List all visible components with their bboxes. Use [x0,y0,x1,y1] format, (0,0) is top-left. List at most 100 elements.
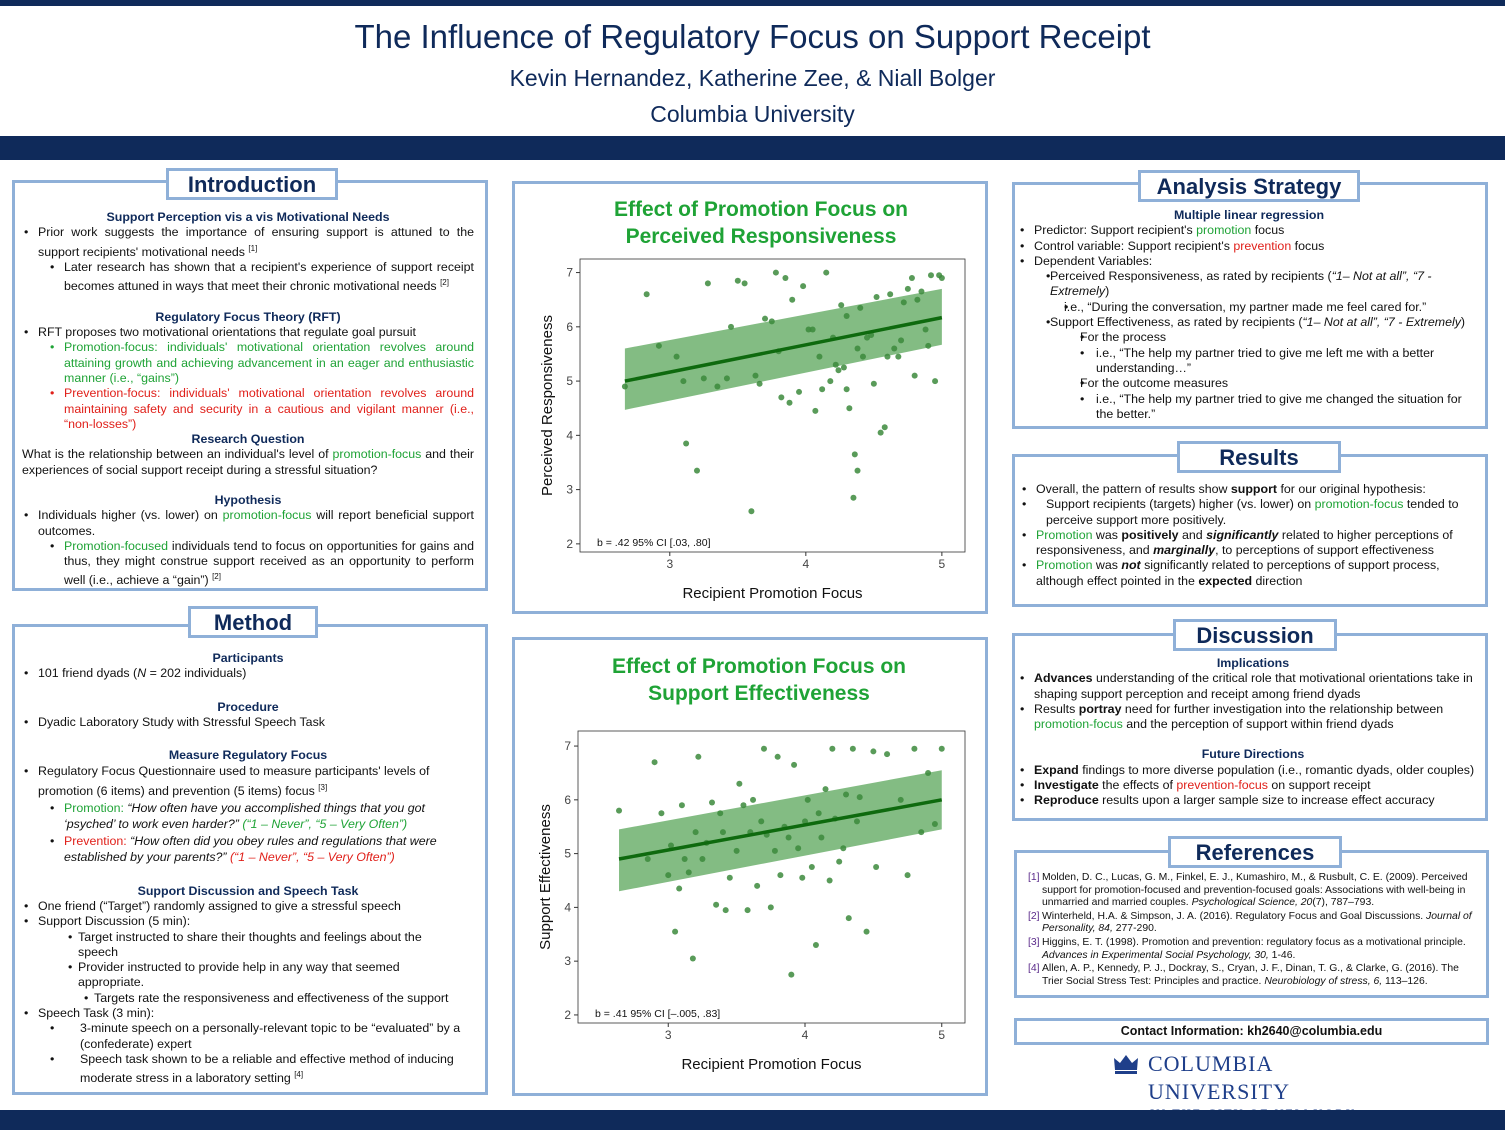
data-point [723,375,730,382]
data-point [840,364,847,371]
data-point [812,942,819,949]
logo-main-text: COLUMBIA UNIVERSITY [1148,1051,1290,1104]
reference-item: [2] Winterheld, H.A. & Simpson, J. A. (20… [1028,910,1472,935]
x-axis-label: Recipient Promotion Focus [682,585,862,602]
section-heading: Participants [212,651,284,665]
research-question: What is the relationship between an indi… [22,447,474,477]
list-item: Promotion was not significantly related … [1020,558,1480,589]
list-item: Predictor: Support recipient's promotion… [1018,223,1480,239]
list-item: Promotion-focused individuals tend to fo… [22,539,474,589]
section-heading: Regulatory Focus Theory (RFT) [155,309,341,324]
data-point [699,855,706,862]
list-item: Promotion-focus: individuals' motivation… [22,340,474,386]
data-point [722,907,729,914]
y-tick-label: 6 [564,793,571,807]
data-point [877,429,884,436]
data-point [835,367,842,374]
list-item: Investigate the effects of prevention-fo… [1018,778,1488,794]
y-tick-label: 2 [564,1008,571,1022]
y-axis-label: Perceived Responsiveness [539,315,556,496]
section-heading: Support Discussion and Speech Task [137,883,359,898]
introduction-content: Support Perception vis a vis Motivationa… [22,210,474,589]
list-item: i.e., “During the conversation, my partn… [1018,300,1480,316]
data-point [767,904,774,911]
data-point [873,293,880,300]
data-point [857,304,864,311]
list-item: Speech task shown to be a reliable and e… [22,1052,474,1087]
regression-line [618,798,943,861]
list-item: Later research has shown that a recipien… [22,260,474,295]
x-tick-label: 5 [939,557,946,571]
data-point [859,353,866,360]
section-heading: Hypothesis [214,493,282,507]
data-point [736,780,743,787]
data-point [870,380,877,387]
data-point [804,796,811,803]
list-item: i.e., “The help my partner tried to give… [1018,346,1476,377]
data-point [789,296,796,303]
data-point [709,799,716,806]
data-point [728,323,735,330]
references-title: References [1168,836,1342,868]
data-point [870,748,877,755]
data-point [925,342,932,349]
data-point [734,277,741,284]
analysis-title: Analysis Strategy [1138,170,1360,202]
data-point [685,869,692,876]
method-content: Participants 101 friend dyads (N = 202 i… [22,651,474,1087]
list-item: Control variable: Support recipient's pr… [1018,239,1480,255]
section-heading: Future Directions [1201,747,1305,762]
data-point [692,829,699,836]
list-item: Prevention: “How often did you obey rule… [22,833,474,866]
list-item: Support recipients (targets) higher (vs.… [1020,497,1480,528]
data-point [752,372,759,379]
reference-item: [1] Molden, D. C., Lucas, G. M., Finkel, … [1028,872,1468,909]
data-point [667,842,674,849]
data-point [774,753,781,760]
data-point [918,829,925,836]
data-point [788,971,795,978]
data-point [681,855,688,862]
data-point [758,818,765,825]
data-point [931,821,938,828]
results-title: Results [1177,441,1341,473]
data-point [616,807,623,814]
data-point [898,337,905,344]
chart-annotation: b = .41 95% CI [–.005, .83] [595,1008,720,1020]
poster-authors: Kevin Hernandez, Katherine Zee, & Niall … [509,65,996,91]
data-point [655,342,662,349]
data-point [750,796,757,803]
data-point [800,283,807,290]
data-point [938,745,945,752]
list-item: Overall, the pattern of results show sup… [1020,482,1480,498]
data-point [809,326,816,333]
y-tick-label: 2 [566,537,573,551]
data-point [854,345,861,352]
data-point [799,874,806,881]
list-item: One friend (“Target”) randomly assigned … [22,899,474,915]
header-band [0,136,1505,160]
data-point [932,378,939,385]
data-point [850,494,857,501]
data-point [786,399,793,406]
list-item: RFT proposes two motivational orientatio… [22,325,474,341]
data-point [683,440,690,447]
data-point [700,375,707,382]
list-item: Regulatory Focus Questionnaire used to m… [22,763,474,799]
references-list: [1] Molden, D. C., Lucas, G. M., Finkel, … [1016,872,1478,989]
analysis-content: Multiple linear regression Predictor: Su… [1018,208,1480,422]
data-point [827,378,834,385]
contact-info: Contact Information: kh2640@columbia.edu [1014,1018,1489,1045]
list-item: Targets rate the responsiveness and effe… [22,991,474,1007]
section-heading: Implications [1216,656,1290,670]
x-tick-label: 5 [938,1028,945,1042]
data-point [741,280,748,287]
data-point [863,928,870,935]
data-point [829,745,836,752]
list-item: Prevention-focus: individuals' motivatio… [22,386,474,432]
data-point [846,405,853,412]
data-point [771,847,778,854]
top-bar [0,0,1505,6]
data-point [884,353,891,360]
data-point [887,291,894,298]
